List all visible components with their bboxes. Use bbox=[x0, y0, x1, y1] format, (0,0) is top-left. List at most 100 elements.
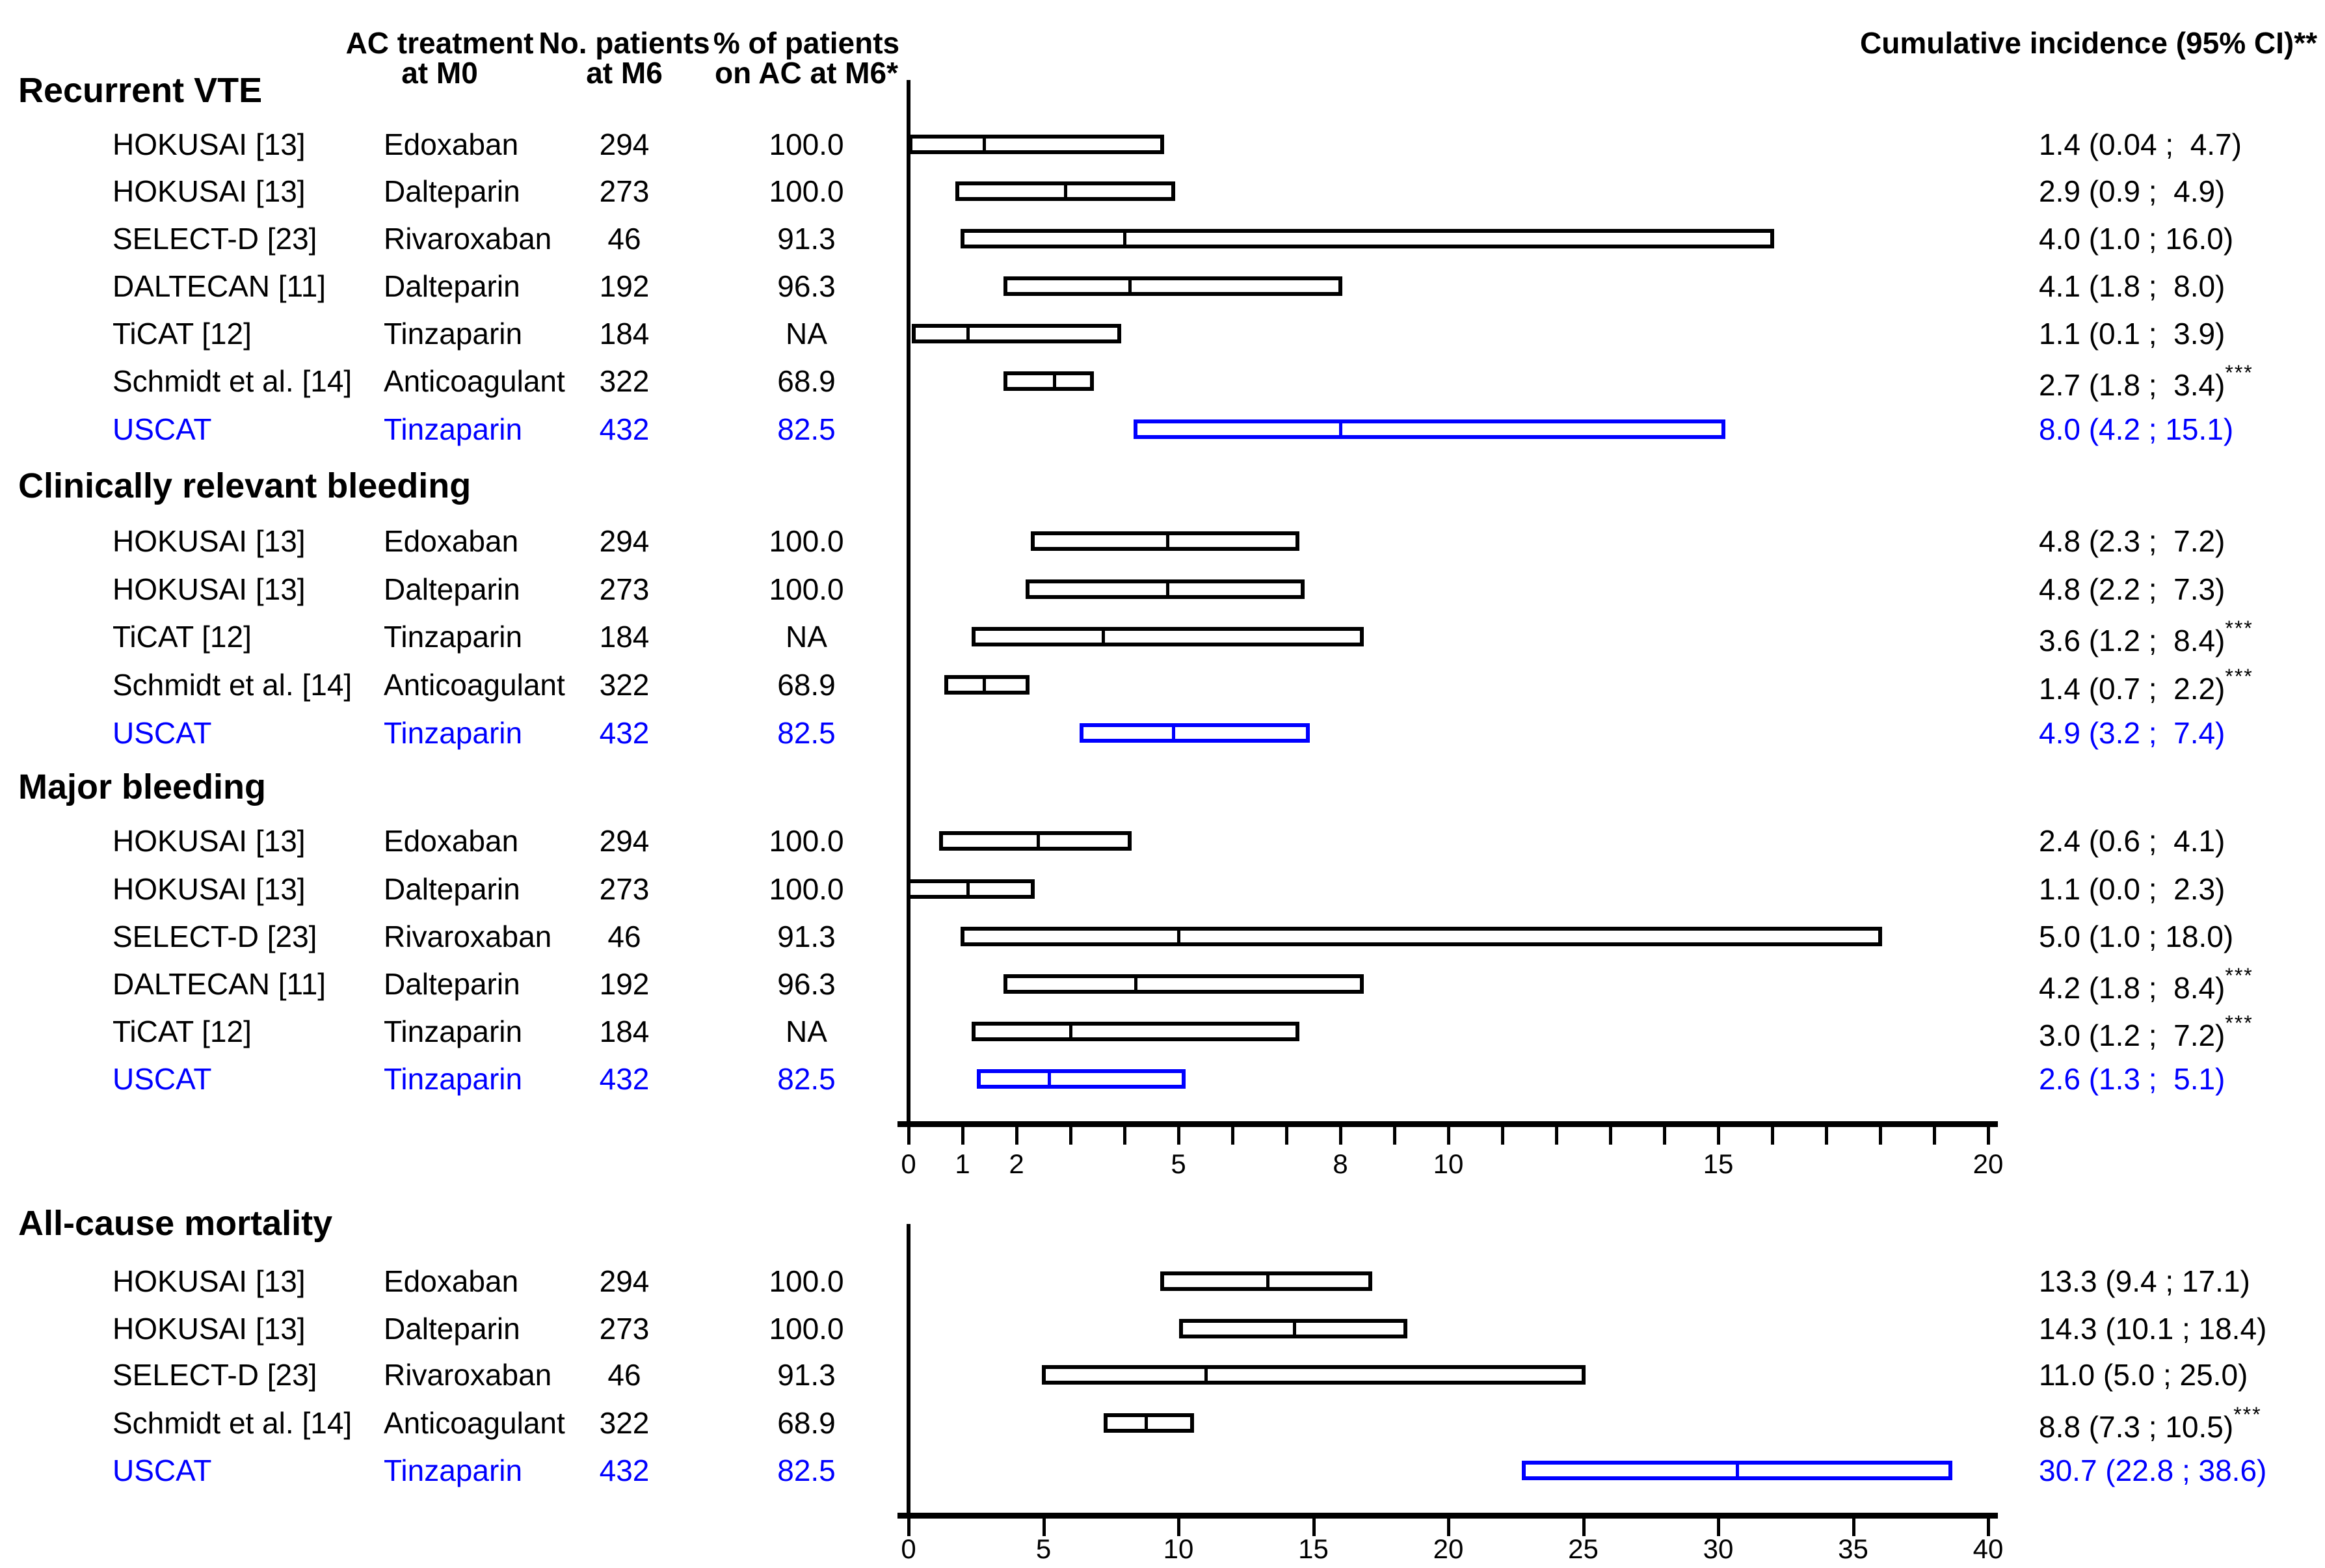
n-patients-value: 184 bbox=[599, 620, 650, 654]
x-axis-tick bbox=[1393, 1126, 1396, 1145]
ci-box bbox=[971, 627, 1364, 646]
x-axis-tick bbox=[1042, 1518, 1046, 1536]
ci-value-label: 1.4 (0.04 ; 4.7) bbox=[2039, 127, 2242, 161]
x-axis-tick bbox=[1177, 1518, 1180, 1536]
x-axis-tick bbox=[961, 1126, 964, 1145]
x-axis-tick-label: 5 bbox=[1035, 1534, 1052, 1564]
y-axis-line bbox=[907, 1224, 910, 1518]
point-estimate-tick bbox=[1166, 583, 1170, 595]
column-header-pct-on-ac-line1: % of patients bbox=[713, 26, 900, 60]
n-patients-value: 294 bbox=[599, 127, 650, 161]
x-axis-tick-label: 0 bbox=[901, 1534, 916, 1564]
point-estimate-tick bbox=[1123, 233, 1126, 245]
x-axis-tick bbox=[1987, 1126, 1990, 1145]
point-estimate-tick bbox=[1171, 727, 1175, 739]
study-label: HOKUSAI [13] bbox=[113, 127, 306, 161]
x-axis-tick bbox=[1015, 1126, 1018, 1145]
point-estimate-tick bbox=[966, 328, 970, 339]
x-axis-tick bbox=[1879, 1126, 1882, 1145]
point-estimate-tick bbox=[1177, 931, 1180, 942]
x-axis-tick bbox=[1231, 1126, 1234, 1145]
x-axis-tick bbox=[1339, 1126, 1342, 1145]
x-axis-tick bbox=[1852, 1518, 1855, 1536]
point-estimate-tick bbox=[1134, 978, 1137, 990]
treatment-label: Anticoagulant bbox=[384, 1406, 565, 1440]
pct-on-ac-value: 100.0 bbox=[769, 572, 844, 606]
n-patients-value: 432 bbox=[599, 412, 650, 446]
pct-on-ac-value: 68.9 bbox=[777, 668, 836, 702]
x-axis-tick-label: 25 bbox=[1568, 1534, 1599, 1564]
section-title: Major bleeding bbox=[18, 767, 267, 806]
ci-value-label: 8.0 (4.2 ; 15.1) bbox=[2039, 412, 2234, 446]
x-axis-tick-label: 20 bbox=[1973, 1149, 2004, 1179]
point-estimate-tick bbox=[1145, 1417, 1149, 1429]
study-label: TiCAT [12] bbox=[113, 317, 252, 351]
x-axis-tick bbox=[1123, 1126, 1126, 1145]
ci-box bbox=[938, 831, 1132, 851]
section-title: Recurrent VTE bbox=[18, 71, 263, 110]
pct-on-ac-value: 68.9 bbox=[777, 364, 836, 398]
ci-value-label: 13.3 (9.4 ; 17.1) bbox=[2039, 1264, 2250, 1298]
n-patients-value: 273 bbox=[599, 174, 650, 208]
x-axis-tick bbox=[1177, 1126, 1180, 1145]
n-patients-value: 322 bbox=[599, 1406, 650, 1440]
n-patients-value: 273 bbox=[599, 1312, 650, 1346]
column-header-ac-treatment-line2: at M0 bbox=[401, 56, 478, 90]
study-label: HOKUSAI [13] bbox=[113, 524, 306, 558]
study-label: HOKUSAI [13] bbox=[113, 1264, 306, 1298]
x-axis-tick-label: 2 bbox=[1009, 1149, 1024, 1179]
n-patients-value: 432 bbox=[599, 1454, 650, 1487]
treatment-label: Dalteparin bbox=[384, 572, 520, 606]
ci-box bbox=[1003, 371, 1095, 391]
point-estimate-tick bbox=[1204, 1369, 1208, 1381]
n-patients-value: 273 bbox=[599, 872, 650, 906]
study-label: TiCAT [12] bbox=[113, 1015, 252, 1048]
treatment-label: Rivaroxaban bbox=[384, 1358, 552, 1392]
study-label: HOKUSAI [13] bbox=[113, 1312, 306, 1346]
ci-value-label: 1.4 (0.7 ; 2.2)*** bbox=[2039, 665, 2253, 706]
n-patients-value: 294 bbox=[599, 1264, 650, 1298]
x-axis-tick bbox=[1825, 1126, 1828, 1145]
pct-on-ac-value: NA bbox=[786, 620, 827, 654]
point-estimate-tick bbox=[1063, 185, 1067, 197]
point-estimate-tick bbox=[1053, 375, 1057, 387]
point-estimate-tick bbox=[1166, 535, 1170, 547]
ci-value-label: 8.8 (7.3 ; 10.5)*** bbox=[2039, 1403, 2262, 1444]
ci-value-label: 4.0 (1.0 ; 16.0) bbox=[2039, 222, 2234, 256]
study-label: TiCAT [12] bbox=[113, 620, 252, 654]
x-axis-tick bbox=[1987, 1518, 1990, 1536]
ci-value-label: 3.6 (1.2 ; 8.4)*** bbox=[2039, 617, 2253, 658]
significance-stars: *** bbox=[2233, 1403, 2262, 1426]
x-axis-tick-label: 20 bbox=[1433, 1534, 1464, 1564]
x-axis-tick-label: 5 bbox=[1171, 1149, 1186, 1179]
pct-on-ac-value: 82.5 bbox=[777, 716, 836, 750]
column-header-cumulative-incidence: Cumulative incidence (95% CI)** bbox=[1860, 26, 2317, 60]
treatment-label: Edoxaban bbox=[384, 127, 519, 161]
point-estimate-tick bbox=[1266, 1275, 1269, 1287]
n-patients-value: 432 bbox=[599, 716, 650, 750]
treatment-label: Dalteparin bbox=[384, 967, 520, 1001]
x-axis-tick-label: 8 bbox=[1333, 1149, 1348, 1179]
pct-on-ac-value: 82.5 bbox=[777, 1062, 836, 1096]
x-axis-tick bbox=[1501, 1126, 1504, 1145]
ci-value-label: 4.8 (2.2 ; 7.3) bbox=[2039, 572, 2225, 606]
point-estimate-tick bbox=[966, 883, 970, 895]
study-label: Schmidt et al. [14] bbox=[113, 364, 352, 398]
x-axis-tick-label: 10 bbox=[1163, 1534, 1194, 1564]
study-label: HOKUSAI [13] bbox=[113, 174, 306, 208]
treatment-label: Tinzaparin bbox=[384, 1454, 523, 1487]
ci-box bbox=[976, 1069, 1186, 1089]
x-axis-tick bbox=[907, 1518, 910, 1536]
n-patients-value: 294 bbox=[599, 524, 650, 558]
pct-on-ac-value: 100.0 bbox=[769, 1264, 844, 1298]
n-patients-value: 184 bbox=[599, 317, 650, 351]
ci-box bbox=[1179, 1319, 1407, 1338]
treatment-label: Edoxaban bbox=[384, 1264, 519, 1298]
pct-on-ac-value: 100.0 bbox=[769, 824, 844, 858]
x-axis-tick bbox=[1933, 1126, 1936, 1145]
point-estimate-tick bbox=[1128, 280, 1132, 292]
n-patients-value: 46 bbox=[607, 1358, 641, 1392]
x-axis-tick bbox=[1717, 1126, 1720, 1145]
pct-on-ac-value: 96.3 bbox=[777, 967, 836, 1001]
